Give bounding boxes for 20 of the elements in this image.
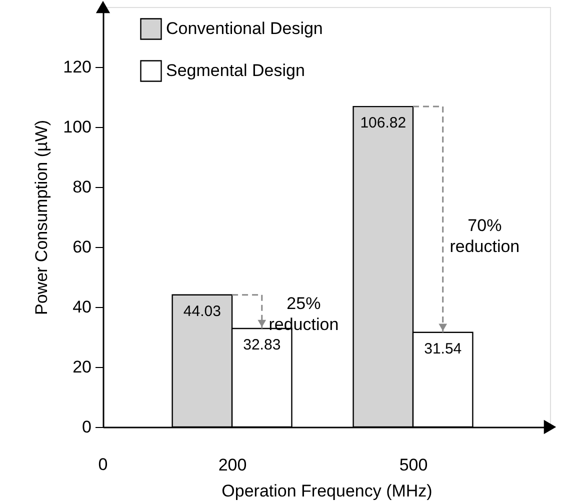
- data-label: 106.82: [360, 114, 406, 132]
- data-label: 44.03: [183, 302, 221, 320]
- annotation: 25% reduction: [268, 294, 339, 334]
- legend-label: Segmental Design: [166, 61, 305, 80]
- x-tick-label: 500: [399, 456, 428, 474]
- data-label: 32.83: [243, 336, 281, 354]
- y-tick-label: 60: [72, 238, 92, 256]
- y-axis-title: Power Consumption (µW): [32, 120, 52, 315]
- data-label: 31.54: [424, 340, 462, 358]
- y-tick-label: 100: [63, 118, 92, 136]
- x-axis-title: Operation Frequency (MHz): [222, 482, 432, 500]
- x-tick-label: 200: [218, 456, 247, 474]
- y-tick-label: 40: [72, 298, 92, 316]
- y-tick-label: 20: [72, 358, 92, 376]
- y-tick-label: 120: [63, 58, 92, 76]
- annotation: 70% reduction: [450, 216, 520, 256]
- y-tick-label: 80: [72, 178, 92, 196]
- text: 0: [98, 455, 108, 474]
- y-tick-label: 0: [82, 418, 92, 436]
- legend-label: Conventional Design: [166, 19, 323, 38]
